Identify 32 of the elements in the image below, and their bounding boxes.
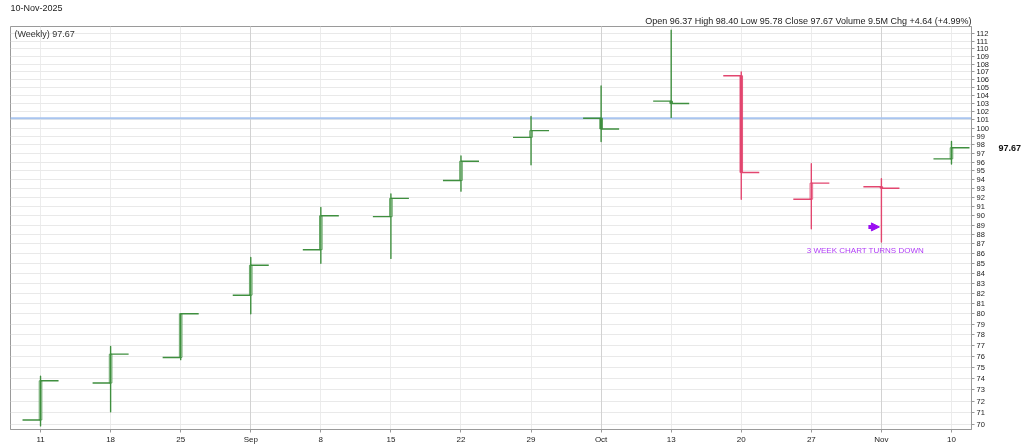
x-tick-label: 8 bbox=[318, 434, 324, 444]
x-tick-label: Nov bbox=[874, 434, 889, 444]
annotation: (Weekly) 97.67 bbox=[14, 28, 75, 39]
x-tick-label: Oct bbox=[594, 434, 609, 444]
x-tick-label: Sep bbox=[243, 434, 259, 444]
x-tick-label: 18 bbox=[106, 434, 116, 444]
candlestick bbox=[652, 29, 690, 119]
candlestick bbox=[302, 206, 340, 264]
annotation: 3 WEEK CHART TURNS DOWN bbox=[806, 245, 924, 255]
x-tick-label: 13 bbox=[666, 434, 677, 444]
candlestick bbox=[512, 115, 550, 166]
candlestick bbox=[91, 345, 130, 413]
chart-subtitle: 10-Nov-2025 bbox=[10, 3, 63, 13]
candlestick bbox=[722, 71, 760, 200]
candlestick bbox=[582, 85, 620, 143]
x-tick-label: 15 bbox=[386, 434, 396, 444]
x-tick-label: 10 bbox=[947, 434, 957, 444]
x-tick-label: 11 bbox=[36, 434, 46, 444]
x-tick-label: 20 bbox=[736, 434, 747, 444]
text: Open 96.37 High 98.40 Low 95.78 Close 97.67 Volume 9.5M Chg +4.64 (+4.99%) bbox=[645, 16, 972, 26]
candlestick bbox=[21, 375, 60, 427]
candlestick bbox=[442, 155, 480, 192]
candlestick bbox=[232, 256, 270, 315]
x-tick-label: 27 bbox=[806, 434, 817, 444]
candlestick bbox=[792, 163, 831, 230]
x-tick-label: 29 bbox=[526, 434, 537, 444]
candlestick bbox=[372, 193, 410, 260]
candlestick bbox=[862, 178, 901, 243]
x-tick-label: 22 bbox=[456, 434, 466, 444]
text: 97.67 bbox=[998, 142, 1022, 153]
candlestick bbox=[932, 140, 971, 165]
x-tick-label: 25 bbox=[176, 434, 186, 444]
